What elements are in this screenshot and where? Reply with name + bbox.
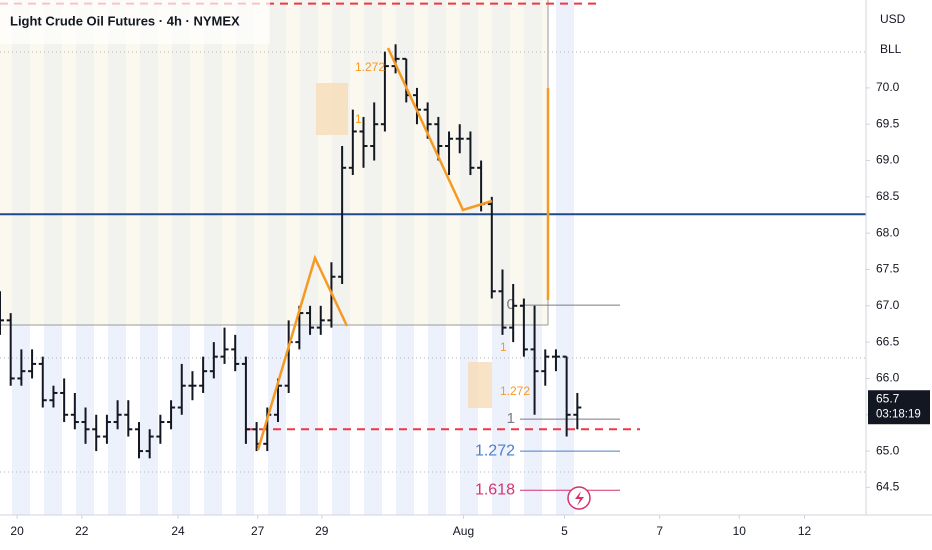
alert-icon-bolt: [575, 491, 584, 506]
price-tag-countdown: 03:18:19: [876, 408, 921, 420]
range-box: [0, 0, 548, 325]
y-tick-label: 68.5: [876, 189, 900, 203]
title-backdrop: [0, 0, 270, 44]
currency: USD: [880, 12, 906, 26]
y-tick-label: 70.0: [876, 80, 900, 94]
x-tick-label: 10: [733, 524, 747, 538]
x-tick-label: Aug: [453, 524, 474, 538]
annotation: 1: [355, 112, 362, 126]
x-tick-label: 12: [798, 524, 812, 538]
session-band: [556, 0, 574, 515]
price-tag: [868, 390, 930, 425]
pattern-line: [256, 254, 349, 451]
x-tick-label: 7: [656, 524, 663, 538]
level-label: 1: [507, 410, 515, 427]
y-tick-label: 66.0: [876, 371, 900, 385]
pattern-line: [386, 47, 493, 212]
y-tick-label: 68.0: [876, 225, 900, 239]
level-label: 1.618: [475, 482, 515, 499]
bars: [0, 44, 582, 459]
x-tick-label: 29: [315, 524, 329, 538]
unit: BLL: [880, 42, 902, 56]
level-label: 1.272: [475, 442, 515, 459]
x-tick-label: 5: [561, 524, 568, 538]
y-tick-label: 67.0: [876, 298, 900, 312]
y-tick-label: 69.0: [876, 153, 900, 167]
x-tick-label: 24: [171, 524, 185, 538]
y-tick-label: 64.5: [876, 480, 900, 494]
y-tick-label: 67.5: [876, 262, 900, 276]
x-tick-label: 22: [75, 524, 89, 538]
x-tick-label: 20: [10, 524, 24, 538]
axes: 64.565.065.566.066.567.067.568.068.569.0…: [10, 80, 930, 538]
chart-title: Light Crude Oil Futures · 4h · NYMEX: [10, 13, 240, 28]
annotation: 1: [500, 340, 507, 354]
y-tick-label: 69.5: [876, 116, 900, 130]
annotation: 1.272: [355, 60, 385, 74]
level-label: 0: [507, 296, 515, 313]
zone: [468, 362, 492, 408]
price-axis: [866, 0, 932, 550]
zone: [316, 83, 348, 135]
price-tag-label: 65.7: [876, 391, 900, 405]
y-tick-label: 65.0: [876, 443, 900, 457]
x-tick-label: 27: [251, 524, 265, 538]
y-tick-label: 66.5: [876, 334, 900, 348]
annotation: 1.272: [500, 384, 530, 398]
